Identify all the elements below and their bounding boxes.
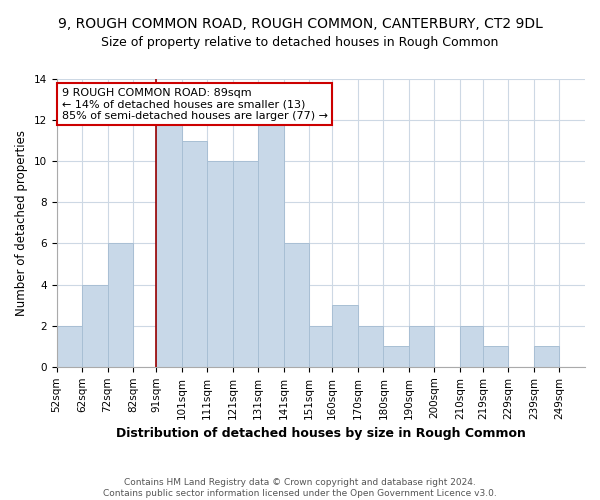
- X-axis label: Distribution of detached houses by size in Rough Common: Distribution of detached houses by size …: [116, 427, 526, 440]
- Text: Contains HM Land Registry data © Crown copyright and database right 2024.
Contai: Contains HM Land Registry data © Crown c…: [103, 478, 497, 498]
- Bar: [233, 161, 258, 367]
- Y-axis label: Number of detached properties: Number of detached properties: [15, 130, 28, 316]
- Bar: [460, 326, 483, 367]
- Bar: [483, 346, 508, 367]
- Text: 9, ROUGH COMMON ROAD, ROUGH COMMON, CANTERBURY, CT2 9DL: 9, ROUGH COMMON ROAD, ROUGH COMMON, CANT…: [58, 18, 542, 32]
- Bar: [332, 305, 358, 367]
- Bar: [258, 120, 284, 367]
- Bar: [358, 326, 383, 367]
- Text: Size of property relative to detached houses in Rough Common: Size of property relative to detached ho…: [101, 36, 499, 49]
- Bar: [534, 346, 559, 367]
- Bar: [207, 161, 233, 367]
- Bar: [409, 326, 434, 367]
- Bar: [56, 326, 82, 367]
- Bar: [82, 284, 107, 367]
- Bar: [383, 346, 409, 367]
- Bar: [284, 244, 309, 367]
- Bar: [182, 140, 207, 367]
- Bar: [107, 244, 133, 367]
- Text: 9 ROUGH COMMON ROAD: 89sqm
← 14% of detached houses are smaller (13)
85% of semi: 9 ROUGH COMMON ROAD: 89sqm ← 14% of deta…: [62, 88, 328, 121]
- Bar: [309, 326, 332, 367]
- Bar: [156, 120, 182, 367]
